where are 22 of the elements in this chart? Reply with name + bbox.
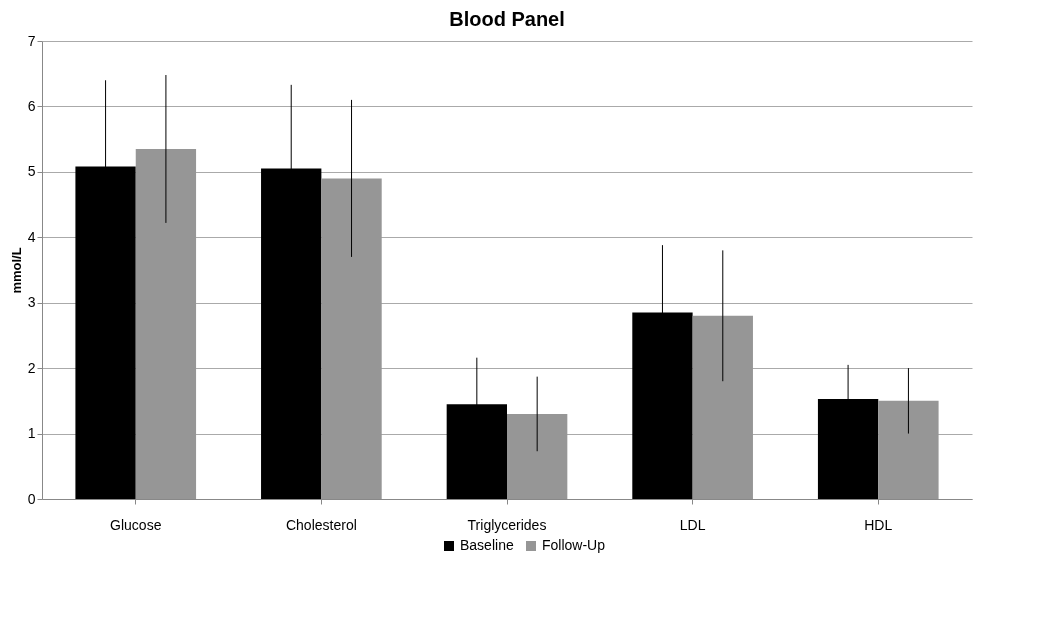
y-tick-label: 5 (27, 163, 36, 180)
legend-label: Baseline (460, 537, 514, 553)
bar (135, 148, 197, 499)
x-tick-label: LDL (679, 516, 706, 533)
chart-title: Blood Panel (449, 8, 565, 30)
x-tick-label: HDL (864, 516, 893, 533)
bar (692, 315, 753, 499)
y-tick-label: 3 (27, 294, 36, 311)
y-tick-label: 1 (27, 425, 36, 442)
y-tick-label: 7 (27, 32, 36, 49)
y-tick-label: 0 (27, 490, 36, 507)
legend-label: Follow-Up (542, 537, 606, 553)
x-tick-label: Triglycerides (467, 516, 547, 533)
y-axis-title: mmol/L (8, 247, 24, 294)
y-tick-label: 2 (27, 359, 36, 376)
bar (507, 413, 568, 499)
x-tick-label: Glucose (110, 516, 162, 533)
bar (321, 178, 382, 499)
y-tick-label: 6 (27, 97, 36, 114)
bar (878, 400, 939, 499)
x-tick-label: Cholesterol (285, 516, 357, 533)
y-tick-label: 4 (27, 228, 36, 245)
